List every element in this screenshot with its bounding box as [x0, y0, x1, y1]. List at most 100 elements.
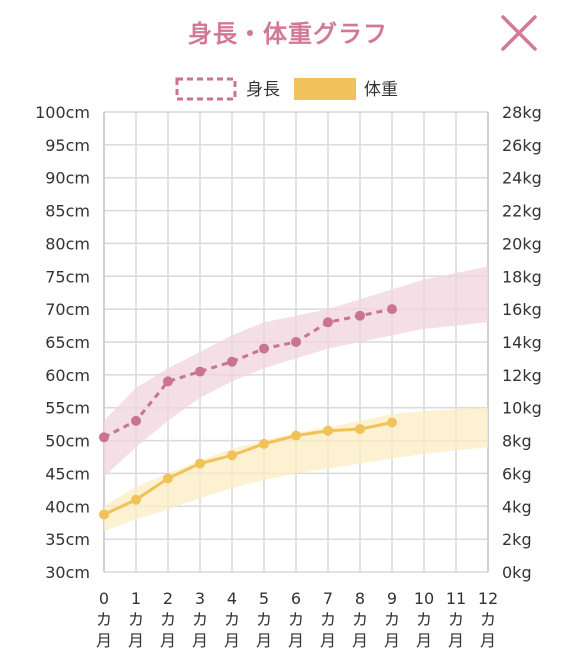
series-lines: [103, 307, 393, 516]
y-left-tick-label: 70cm: [45, 300, 90, 319]
x-tick-label: 月: [448, 631, 464, 650]
axis-ticks: 30cm 35cm 40cm 45cm 50cm 55cm 60cm 65cm 70cm 75cm…: [35, 103, 542, 650]
data-point-height: [163, 376, 173, 387]
y-left-tick-label: 40cm: [45, 497, 90, 516]
y-right-tick-label: 6kg: [502, 464, 532, 483]
x-tick-label: 月: [320, 631, 336, 650]
x-tick-label: 7: [323, 589, 333, 608]
x-tick-label: 月: [352, 631, 368, 650]
x-tick-label: 2: [163, 589, 173, 608]
y-left-tick-label: 85cm: [45, 202, 90, 221]
y-left-tick-label: 55cm: [45, 399, 90, 418]
y-left-tick-label: 90cm: [45, 169, 90, 188]
page-title: 身長・体重グラフ: [188, 20, 388, 48]
data-point-height: [387, 304, 397, 315]
legend-swatch-weight: [294, 78, 356, 100]
y-right-tick-label: 2kg: [502, 530, 532, 549]
y-left-tick-label: 80cm: [45, 234, 90, 253]
close-x-icon[interactable]: [500, 14, 538, 52]
x-tick-label: 月: [128, 631, 144, 650]
y-right-tick-label: 24kg: [502, 169, 542, 188]
data-point-weight: [99, 509, 109, 520]
data-point-weight: [323, 425, 333, 436]
data-point-height: [323, 317, 333, 328]
legend-label-height: 身長: [246, 80, 280, 100]
y-right-tick-label: 10kg: [502, 399, 542, 418]
y-right-tick-label: 4kg: [502, 497, 532, 516]
data-point-weight: [195, 458, 205, 469]
x-tick-label: 6: [291, 589, 301, 608]
legend: 身長 体重: [175, 77, 398, 101]
x-tick-label: 3: [195, 589, 205, 608]
x-tick-label: カ: [416, 610, 432, 629]
series-line-weight: [103, 421, 393, 516]
y-right-tick-label: 18kg: [502, 267, 542, 286]
data-point-height: [259, 343, 269, 354]
x-tick-label: 月: [480, 631, 496, 650]
data-point-weight: [291, 430, 301, 441]
data-point-height: [227, 356, 237, 367]
y-left-tick-label: 65cm: [45, 333, 90, 352]
y-left-tick-label: 95cm: [45, 136, 90, 155]
x-tick-label: 8: [355, 589, 365, 608]
data-point-height: [131, 415, 141, 426]
x-tick-label: カ: [480, 610, 496, 629]
x-tick-label: カ: [224, 610, 240, 629]
x-tick-label: 0: [99, 589, 109, 608]
x-tick-label: 月: [224, 631, 240, 650]
y-left-tick-label: 45cm: [45, 464, 90, 483]
data-point-height: [355, 310, 365, 321]
data-point-weight: [387, 417, 397, 428]
x-tick-label: カ: [288, 610, 304, 629]
x-tick-label: カ: [384, 610, 400, 629]
x-tick-label: 12: [478, 589, 498, 608]
y-left-tick-label: 75cm: [45, 267, 90, 286]
x-tick-label: カ: [96, 610, 112, 629]
x-tick-label: 10: [414, 589, 434, 608]
data-point-weight: [163, 473, 173, 484]
y-left-tick-label: 100cm: [35, 103, 90, 122]
x-tick-label: 月: [96, 631, 112, 650]
y-left-tick-label: 35cm: [45, 530, 90, 549]
y-right-tick-label: 20kg: [502, 234, 542, 253]
y-right-tick-label: 28kg: [502, 103, 542, 122]
y-left-tick-label: 30cm: [45, 563, 90, 582]
x-tick-label: 月: [416, 631, 432, 650]
y-right-tick-label: 8kg: [502, 432, 532, 451]
x-tick-label: カ: [128, 610, 144, 629]
x-tick-label: 月: [384, 631, 400, 650]
x-tick-label: 9: [387, 589, 397, 608]
x-tick-label: カ: [160, 610, 176, 629]
percentile-bands: [104, 266, 488, 531]
data-point-weight: [131, 494, 141, 505]
data-point-weight: [227, 450, 237, 461]
data-point-weight: [259, 438, 269, 449]
x-tick-label: 月: [192, 631, 208, 650]
band-height: [104, 266, 488, 477]
y-left-tick-label: 50cm: [45, 432, 90, 451]
series-points: [99, 304, 397, 520]
data-point-height: [291, 337, 301, 347]
x-tick-label: カ: [320, 610, 336, 629]
x-tick-label: 4: [227, 589, 237, 608]
x-tick-label: 月: [160, 631, 176, 650]
x-tick-label: カ: [192, 610, 208, 629]
data-point-height: [99, 432, 109, 443]
x-tick-label: カ: [256, 610, 272, 629]
band-weight: [104, 407, 488, 531]
y-right-tick-label: 16kg: [502, 300, 542, 319]
legend-swatch-height: [175, 77, 237, 101]
x-tick-label: 月: [256, 631, 272, 650]
y-right-tick-label: 0kg: [502, 563, 532, 582]
x-tick-label: 5: [259, 589, 269, 608]
y-right-tick-label: 12kg: [502, 366, 542, 385]
y-right-tick-label: 26kg: [502, 136, 542, 155]
x-tick-label: 1: [131, 589, 141, 608]
data-point-height: [195, 366, 205, 377]
x-tick-label: カ: [352, 610, 368, 629]
legend-label-weight: 体重: [364, 80, 398, 100]
y-right-tick-label: 22kg: [502, 202, 542, 221]
x-tick-label: 月: [288, 631, 304, 650]
y-right-tick-label: 14kg: [502, 333, 542, 352]
